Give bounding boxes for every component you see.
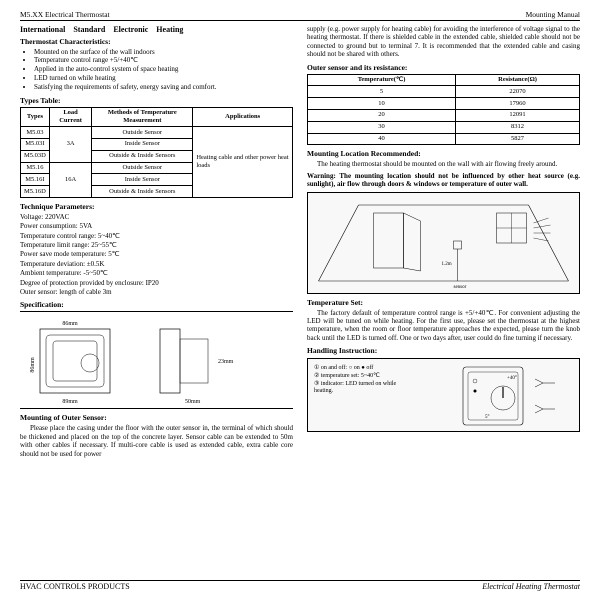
svg-text:50mm: 50mm xyxy=(185,399,201,405)
param-line: Power consumption: 5VA xyxy=(20,222,293,230)
th: Applications xyxy=(193,107,293,127)
td: 10 xyxy=(308,98,456,110)
spec-svg: 86mm 86mm 89mm 23mm 50mm xyxy=(20,315,290,405)
specification-title: Specification: xyxy=(20,300,293,309)
divider xyxy=(20,311,293,312)
char-item: Mounted on the surface of the wall indoo… xyxy=(34,48,293,56)
main-title: International Standard Electronic Heatin… xyxy=(20,25,293,35)
characteristics-title: Thermostat Characteristics: xyxy=(20,37,293,46)
td: M5.16I xyxy=(21,174,50,186)
param-line: Temperature deviation: ±0.5K xyxy=(20,260,293,268)
temp-set-title: Temperature Set: xyxy=(307,298,580,307)
svg-text:sensor: sensor xyxy=(454,285,467,290)
divider xyxy=(20,408,293,409)
mounting-loc-text: The heating thermostat should be mounted… xyxy=(307,160,580,168)
handling-diagram: ① on and off: ○ on ● off ② temperature s… xyxy=(307,358,580,432)
char-item: Satisfying the requirements of safety, e… xyxy=(34,83,293,91)
handling-item: ② temperature set: 5~40℃ xyxy=(314,373,414,381)
th: Resistance(Ω) xyxy=(456,74,580,86)
td: 3A xyxy=(49,127,91,162)
svg-text:23mm: 23mm xyxy=(218,359,234,365)
td: 20 xyxy=(308,109,456,121)
th: Methods of Temperature Measurement xyxy=(92,107,193,127)
page-header: M5.XX Electrical Thermostat Mounting Man… xyxy=(20,10,580,21)
mounting-loc-title: Mounting Location Recommended: xyxy=(307,149,580,158)
td: Outside Sensor xyxy=(92,162,193,174)
td: M5.16 xyxy=(21,162,50,174)
right-column: supply (e.g. power supply for heating ca… xyxy=(307,25,580,461)
td: M5.16D xyxy=(21,186,50,198)
char-item: Temperature control range +5/+40℃ xyxy=(34,56,293,64)
td: 12091 xyxy=(456,109,580,121)
th: Temperature(℃) xyxy=(308,74,456,86)
param-line: Degree of protection provided by enclosu… xyxy=(20,279,293,287)
mounting-loc-warning: Warning: The mounting location should no… xyxy=(307,172,580,189)
mounting-outer-text: Please place the casing under the floor … xyxy=(20,424,293,458)
td: Inside Sensor xyxy=(92,138,193,150)
resistance-title: Outer sensor and its resistance: xyxy=(307,63,580,72)
param-line: Temperature limit range: 25~55℃ xyxy=(20,241,293,249)
td: Inside Sensor xyxy=(92,174,193,186)
td: 16A xyxy=(49,162,91,197)
handling-legend: ① on and off: ○ on ● off ② temperature s… xyxy=(314,365,414,396)
td: 40 xyxy=(308,133,456,145)
mounting-outer-title: Mounting of Outer Sensor: xyxy=(20,413,293,422)
col2-intro: supply (e.g. power supply for heating ca… xyxy=(307,25,580,59)
param-line: Ambient temperature: -5~50℃ xyxy=(20,269,293,277)
svg-text:86mm: 86mm xyxy=(62,321,78,327)
handling-item: ③ indicator: LED turned on while heating… xyxy=(314,381,414,397)
char-item: LED turned on while heating xyxy=(34,74,293,82)
td: 22070 xyxy=(456,86,580,98)
specification-diagram: 86mm 86mm 89mm 23mm 50mm xyxy=(20,315,293,405)
tech-params-title: Technique Parameters: xyxy=(20,202,293,211)
temp-set-text: The factory default of temperature contr… xyxy=(307,309,580,343)
handling-item: ① on and off: ○ on ● off xyxy=(314,365,414,373)
th: Types xyxy=(21,107,50,127)
svg-text:+40°: +40° xyxy=(507,376,517,381)
svg-text:86mm: 86mm xyxy=(30,357,36,373)
types-table: Types Load Current Methods of Temperatur… xyxy=(20,107,293,198)
td: 30 xyxy=(308,121,456,133)
page: M5.XX Electrical Thermostat Mounting Man… xyxy=(0,0,600,471)
td: Heating cable and other power heat loads xyxy=(193,127,293,198)
td: 5 xyxy=(308,86,456,98)
th: Load Current xyxy=(49,107,91,127)
td: Outside & Inside Sensors xyxy=(92,186,193,198)
characteristics-list: Mounted on the surface of the wall indoo… xyxy=(20,48,293,92)
room-diagram: sensor 1.2m xyxy=(307,192,580,294)
td: M5.03D xyxy=(21,150,50,162)
handling-title: Handling Instruction: xyxy=(307,346,580,355)
tech-params-list: Voltage: 220VAC Power consumption: 5VA T… xyxy=(20,213,293,297)
header-right: Mounting Manual xyxy=(526,10,580,19)
td: M5.03 xyxy=(21,127,50,139)
td: Outside Sensor xyxy=(92,127,193,139)
param-line: Temperature control range: 5~40℃ xyxy=(20,232,293,240)
td: 8312 xyxy=(456,121,580,133)
svg-text:89mm: 89mm xyxy=(62,399,78,405)
td: 5827 xyxy=(456,133,580,145)
svg-text:1.2m: 1.2m xyxy=(442,262,452,267)
page-footer: HVAC CONTROLS PRODUCTS Electrical Heatin… xyxy=(20,580,580,592)
footer-right: Electrical Heating Thermostat xyxy=(482,582,580,592)
param-line: Outer sensor: length of cable 3m xyxy=(20,288,293,296)
td: 17960 xyxy=(456,98,580,110)
char-item: Applied in the auto-control system of sp… xyxy=(34,65,293,73)
td: Outside & Inside Sensors xyxy=(92,150,193,162)
content-columns: International Standard Electronic Heatin… xyxy=(20,25,580,461)
param-line: Voltage: 220VAC xyxy=(20,213,293,221)
param-line: Power save mode temperature: 5℃ xyxy=(20,250,293,258)
left-column: International Standard Electronic Heatin… xyxy=(20,25,293,461)
room-svg: sensor 1.2m xyxy=(308,193,579,293)
svg-text:5°: 5° xyxy=(485,415,490,420)
header-left: M5.XX Electrical Thermostat xyxy=(20,10,110,19)
footer-left: HVAC CONTROLS PRODUCTS xyxy=(20,582,130,592)
resistance-table: Temperature(℃)Resistance(Ω) 522070 10179… xyxy=(307,74,580,146)
td: M5.03I xyxy=(21,138,50,150)
thermostat-svg: +40° 5° xyxy=(435,361,575,431)
types-table-title: Types Table: xyxy=(20,96,293,105)
